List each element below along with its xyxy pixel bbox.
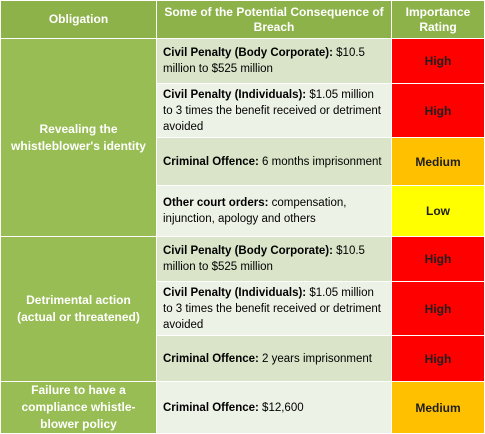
consequence-cell: Other court orders: compensation, injunc…: [156, 185, 392, 237]
consequence-label: Civil Penalty (Individuals):: [163, 88, 307, 101]
consequence-text: $10.5 million to $525 million: [163, 245, 365, 273]
header-consequence: Some of the Potential Consequence of Bre…: [156, 0, 392, 39]
table-row: Detrimental action (actual or threatened…: [0, 236, 485, 382]
consequence-cell: Civil Penalty (Individuals): $1.05 milli…: [156, 281, 392, 336]
consequence-text: compensation, injunction, apology and ot…: [163, 197, 347, 225]
consequence-cell: Criminal Offence: $12,600: [156, 381, 392, 434]
consequence-label: Civil Penalty (Body Corporate):: [163, 245, 333, 257]
rating-badge: High: [391, 38, 485, 84]
consequence-label: Civil Penalty (Body Corporate):: [163, 47, 333, 59]
consequence-label: Criminal Offence:: [163, 401, 259, 414]
header-row: Obligation Some of the Potential Consequ…: [0, 0, 485, 39]
obligation-cell: Revealing the whistleblower's identity: [0, 38, 157, 237]
table-row: Failure to have a compliance whistle-blo…: [0, 381, 485, 434]
rating-badge: High: [391, 83, 485, 138]
rating-badge: High: [391, 281, 485, 336]
consequence-label: Criminal Offence:: [163, 155, 259, 168]
consequence-label: Criminal Offence:: [163, 352, 259, 365]
consequence-cell: Civil Penalty (Individuals): $1.05 milli…: [156, 83, 392, 138]
consequence-cell: Criminal Offence: 6 months imprisonment: [156, 137, 392, 186]
consequence-text: $12,600: [258, 401, 304, 414]
header-rating: Importance Rating: [391, 0, 485, 39]
obligation-cell: Detrimental action (actual or threatened…: [0, 236, 157, 382]
consequence-label: Other court orders:: [163, 197, 269, 209]
rating-badge: Low: [391, 185, 485, 237]
obligation-cell: Failure to have a compliance whistle-blo…: [0, 381, 157, 434]
rating-badge: Medium: [391, 137, 485, 186]
consequence-label: Civil Penalty (Individuals):: [163, 286, 307, 299]
table-row: Criminal Offence: 2 years imprisonment H…: [1, 335, 485, 382]
consequence-text: $1.05 million to 3 times the benefit rec…: [163, 286, 381, 331]
table-row: Civil Penalty (Individuals): $1.05 milli…: [1, 83, 485, 138]
table-row: Criminal Offence: 6 months imprisonment …: [1, 137, 485, 186]
consequence-text: $1.05 million to 3 times the benefit rec…: [163, 88, 381, 133]
consequence-cell: Criminal Offence: 2 years imprisonment: [156, 335, 392, 382]
header-obligation: Obligation: [0, 0, 157, 39]
rating-badge: Medium: [391, 381, 485, 434]
consequence-cell: Civil Penalty (Body Corporate): $10.5 mi…: [156, 236, 392, 282]
consequence-text: $10.5 million to $525 million: [163, 47, 365, 75]
table-row: Other court orders: compensation, injunc…: [1, 185, 485, 237]
consequence-cell: Civil Penalty (Body Corporate): $10.5 mi…: [156, 38, 392, 84]
rating-badge: High: [391, 335, 485, 382]
consequence-text: 6 months imprisonment: [258, 155, 382, 168]
consequence-text: 2 years imprisonment: [258, 352, 372, 365]
rating-badge: High: [391, 236, 485, 282]
table-row: Revealing the whistleblower's identity C…: [0, 38, 485, 237]
